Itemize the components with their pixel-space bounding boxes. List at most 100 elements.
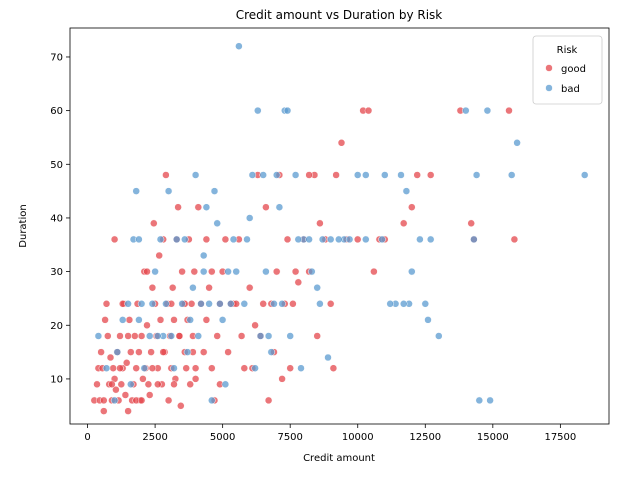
point-bad-30 xyxy=(235,42,243,50)
point-good-39 xyxy=(144,380,153,389)
point-good-38 xyxy=(143,321,151,330)
point-good-139 xyxy=(305,171,313,179)
point-bad-104 xyxy=(378,235,386,244)
point-bad-96 xyxy=(199,267,208,276)
chart-title: Credit amount vs Duration by Risk xyxy=(236,8,443,22)
point-bad-4 xyxy=(124,300,132,308)
point-bad-47 xyxy=(316,300,324,308)
y-tick-label: 10 xyxy=(50,374,63,385)
point-bad-32 xyxy=(245,214,254,222)
point-good-1 xyxy=(93,380,101,389)
point-good-116 xyxy=(426,171,435,179)
point-bad-41 xyxy=(286,332,294,340)
point-bad-87 xyxy=(362,235,370,244)
point-good-141 xyxy=(100,396,108,405)
point-good-47 xyxy=(155,251,163,260)
y-tick-label: 70 xyxy=(50,52,63,63)
point-bad-16 xyxy=(178,300,186,308)
x-tick-label: 0 xyxy=(84,432,90,443)
point-good-92 xyxy=(262,203,270,211)
point-good-7 xyxy=(101,316,109,324)
legend-label-good: good xyxy=(561,64,586,75)
point-good-67 xyxy=(182,364,190,372)
point-good-64 xyxy=(178,267,186,276)
point-good-43 xyxy=(150,219,158,228)
point-bad-48 xyxy=(318,235,327,244)
point-bad-35 xyxy=(259,171,267,179)
point-good-94 xyxy=(272,267,281,276)
point-good-122 xyxy=(110,235,119,244)
point-good-30 xyxy=(132,364,140,372)
point-bad-75 xyxy=(148,300,157,308)
point-bad-50 xyxy=(326,235,335,244)
point-good-95 xyxy=(278,375,286,383)
y-tick-label: 30 xyxy=(50,267,63,278)
points-layer xyxy=(90,42,589,415)
point-good-110 xyxy=(364,106,373,115)
point-good-80 xyxy=(208,364,216,372)
point-bad-31 xyxy=(240,300,249,308)
point-bad-21 xyxy=(199,251,208,260)
point-good-89 xyxy=(245,283,254,292)
point-good-70 xyxy=(186,380,194,389)
point-bad-78 xyxy=(197,300,205,308)
point-good-61 xyxy=(174,203,182,211)
point-good-121 xyxy=(510,235,519,244)
point-bad-43 xyxy=(297,364,305,372)
point-good-13 xyxy=(109,364,117,372)
point-bad-7 xyxy=(135,316,143,324)
point-good-98 xyxy=(294,278,303,287)
point-good-157 xyxy=(286,364,294,372)
point-good-143 xyxy=(116,364,124,372)
point-bad-89 xyxy=(399,300,408,308)
point-good-144 xyxy=(124,332,132,340)
point-good-75 xyxy=(194,203,203,211)
x-tick-label: 15000 xyxy=(477,432,509,443)
point-bad-68 xyxy=(475,396,484,405)
y-tick-label: 50 xyxy=(50,160,63,171)
point-good-71 xyxy=(187,300,196,308)
point-good-41 xyxy=(147,348,155,356)
point-good-52 xyxy=(162,171,170,179)
point-bad-88 xyxy=(386,300,394,308)
point-bad-28 xyxy=(224,267,232,276)
point-bad-63 xyxy=(426,235,435,244)
point-bad-39 xyxy=(278,300,286,308)
point-bad-93 xyxy=(154,332,162,340)
point-bad-59 xyxy=(408,267,416,276)
point-good-9 xyxy=(104,332,112,340)
point-good-29 xyxy=(131,332,139,340)
point-good-151 xyxy=(208,267,216,276)
x-tick-label: 5000 xyxy=(210,432,235,443)
point-bad-2 xyxy=(110,396,119,405)
point-good-8 xyxy=(102,300,111,308)
point-bad-77 xyxy=(181,235,189,244)
y-tick-label: 20 xyxy=(50,321,63,332)
x-axis-label: Credit amount xyxy=(303,453,375,464)
point-good-108 xyxy=(353,235,362,244)
y-tick-label: 60 xyxy=(50,106,63,117)
point-bad-3 xyxy=(118,316,127,324)
point-good-135 xyxy=(259,300,267,308)
point-good-78 xyxy=(202,235,211,244)
point-good-140 xyxy=(329,364,338,372)
point-bad-73 xyxy=(580,171,589,179)
point-good-105 xyxy=(332,171,340,179)
point-bad-46 xyxy=(313,283,321,292)
point-good-111 xyxy=(370,267,378,276)
point-bad-66 xyxy=(470,235,478,244)
point-good-114 xyxy=(408,203,416,211)
point-bad-34 xyxy=(254,106,262,115)
y-axis: 10 20 30 40 50 60 70 xyxy=(50,52,70,385)
point-good-142 xyxy=(108,380,116,389)
legend-label-bad: bad xyxy=(561,84,580,95)
point-bad-14 xyxy=(167,332,176,340)
point-good-23 xyxy=(122,359,131,367)
point-bad-37 xyxy=(267,348,276,356)
point-good-11 xyxy=(106,353,115,362)
point-good-58 xyxy=(170,316,178,324)
point-bad-36 xyxy=(264,332,273,340)
point-good-4 xyxy=(97,348,105,356)
point-bad-9 xyxy=(145,332,154,340)
point-bad-61 xyxy=(421,300,430,308)
